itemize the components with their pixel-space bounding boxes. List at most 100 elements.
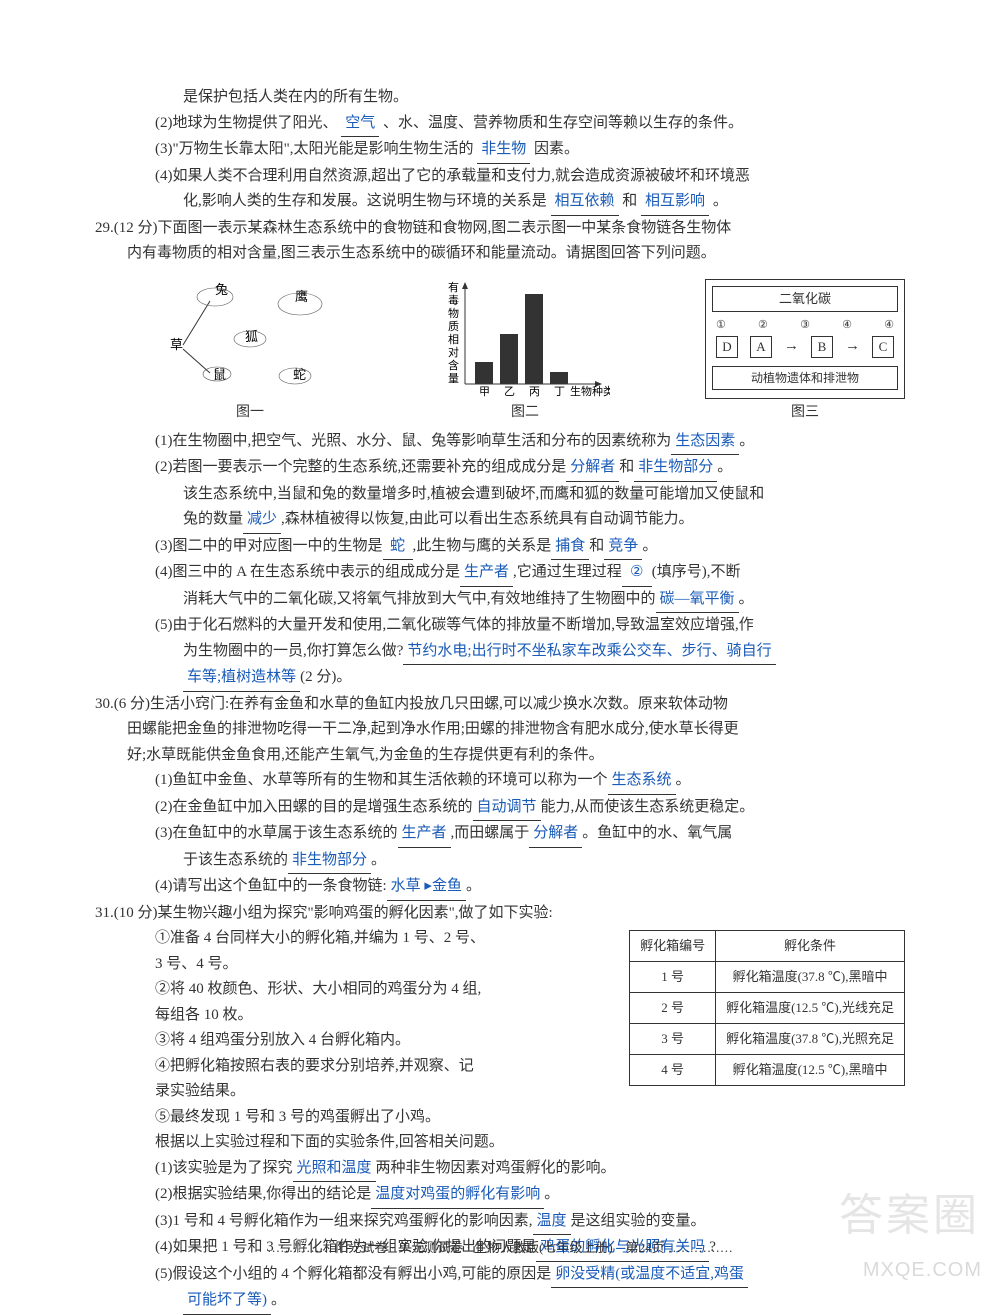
answer: 非生物 — [477, 137, 530, 164]
fig2-caption: 图二 — [511, 401, 539, 425]
cycle-top: 二氧化碳 — [712, 286, 898, 312]
q29-p5b: 为生物圈中的一员,你打算怎么做?节约水电;出行时不坐私家车改乘公交车、步行、骑自… — [95, 639, 905, 666]
svg-text:相: 相 — [448, 333, 459, 346]
q31-s6: 根据以上实验过程和下面的实验条件,回答相关问题。 — [95, 1130, 905, 1156]
q29-p2d: 该生态系统中,当鼠和兔的数量增多时,植被会遭到破坏,而鹰和狐的数量可能增加又使鼠… — [95, 482, 905, 508]
q30-p2: (2)在金鱼缸中加入田螺的目的是增强生态系统的自动调节能力,从而使该生态系统更稳… — [95, 795, 905, 822]
answer: 竞争 — [604, 534, 642, 561]
q31-p5a: (5)假设这个小组的 4 个孵化箱都没有孵出小鸡,可能的原因是卵没受精(或温度不… — [95, 1262, 905, 1289]
svg-text:兔: 兔 — [215, 282, 228, 297]
answer: 非生物部分 — [634, 455, 717, 482]
answer: 蛇 — [383, 534, 413, 561]
answer: 生产者 — [460, 560, 513, 587]
svg-text:毒: 毒 — [448, 294, 459, 307]
cycle-nums: ①②③④④ — [712, 316, 898, 335]
cycle-mid: D A → B → C — [712, 334, 898, 360]
answer: 车等;植树造林等 — [183, 665, 300, 692]
answer: 自动调节 — [473, 795, 541, 822]
answer: 非生物部分 — [288, 848, 371, 875]
q28-line2: (2)地球为生物提供了阳光、 空气 、水、温度、营养物质和生存空间等赖以生存的条… — [95, 111, 905, 138]
answer: 分解者 — [566, 455, 619, 482]
q30-p3d: 于该生态系统的非生物部分。 — [95, 848, 905, 875]
answer: 节约水电;出行时不坐私家车改乘公交车、步行、骑自行 — [403, 639, 775, 666]
q29-head: 29.(12 分)下面图一表示某森林生态系统中的食物链和食物网,图二表示图一中某… — [95, 216, 905, 242]
q29-head2: 内有毒物质的相对含量,图三表示生态系统中的碳循环和能量流动。请据图回答下列问题。 — [95, 241, 905, 267]
svg-text:草: 草 — [170, 337, 183, 352]
q29-p3: (3)图二中的甲对应图一中的生物是蛇,此生物与鹰的关系是捕食和竞争。 — [95, 534, 905, 561]
answer: 可能坏了等) — [183, 1288, 271, 1315]
svg-text:鹰: 鹰 — [295, 289, 308, 304]
answer: ② — [622, 560, 652, 587]
txt: (2)地球为生物提供了阳光、 — [155, 115, 338, 131]
q29-p2e: 兔的数量减少,森林植被得以恢复,由此可以看出生态系统具有自动调节能力。 — [95, 507, 905, 534]
experiment-table: 孵化箱编号孵化条件 1 号孵化箱温度(37.8 ℃),黑暗中 2 号孵化箱温度(… — [629, 930, 905, 1086]
answer: 温度对鸡蛋的孵化有影响 — [371, 1182, 544, 1209]
q28-line3: (3)"万物生长靠太阳",太阳光能是影响生物生活的 非生物 因素。 — [95, 137, 905, 164]
answer: 生产者 — [398, 821, 451, 848]
svg-text:生物种类: 生物种类 — [570, 384, 610, 398]
cycle-box: 二氧化碳 ①②③④④ D A → B → C 动植物遗体和排泄物 — [705, 279, 905, 399]
q31-p2: (2)根据实验结果,你得出的结论是温度对鸡蛋的孵化有影响。 — [95, 1182, 905, 1209]
answer: 相互影响 — [641, 189, 709, 216]
answer: 生态因素 — [671, 429, 739, 456]
q30-head: 30.(6 分)生活小窍门:在养有金鱼和水草的鱼缸内投放几只田螺,可以减少换水次… — [95, 692, 905, 718]
svg-text:量: 量 — [448, 372, 459, 385]
txt: 。 — [713, 193, 728, 209]
q31-p3: (3)1 号和 4 号孵化箱作为一组来探究鸡蛋孵化的影响因素,温度是这组实验的变… — [95, 1209, 905, 1236]
q28-line5: 化,影响人类的生存和发展。这说明生物与环境的关系是 相互依赖 和 相互影响 。 — [95, 189, 905, 216]
fig1-caption: 图一 — [236, 401, 264, 425]
q28-line1: 是保护包括人类在内的所有生物。 — [95, 85, 905, 111]
q30-head2: 田螺能把金鱼的排泄物吃得一干二净,起到净水作用;田螺的排泄物含有肥水成分,使水草… — [95, 717, 905, 743]
q31-head: 31.(10 分)某生物兴趣小组为探究"影响鸡蛋的孵化因素",做了如下实验: — [95, 901, 905, 927]
q31-p5b: 可能坏了等)。 — [95, 1288, 905, 1315]
txt: 因素。 — [534, 141, 579, 157]
bar-svg: 有毒 物质 相对 含量 甲 乙 丙 丁 生物种类 — [440, 279, 610, 399]
svg-text:含: 含 — [448, 358, 459, 372]
answer: 碳—氧平衡 — [656, 587, 739, 614]
q31-s5: ⑤最终发现 1 号和 3 号的鸡蛋孵出了小鸡。 — [95, 1105, 905, 1131]
q29-p5c: 车等;植树造林等(2 分)。 — [95, 665, 905, 692]
answer: 光照和温度 — [293, 1156, 376, 1183]
answer: 生态系统 — [608, 768, 676, 795]
svg-text:甲: 甲 — [479, 386, 490, 398]
q30-p4: (4)请写出这个鱼缸中的一条食物链:水草 ▸金鱼。 — [95, 874, 905, 901]
q29-p5a: (5)由于化石燃料的大量开发和使用,二氧化碳等气体的排放量不断增加,导致温室效应… — [95, 613, 905, 639]
q28-line4: (4)如果人类不合理利用自然资源,超出了它的承载量和支付力,就会造成资源被破坏和… — [95, 164, 905, 190]
q29-p2a: (2)若图一要表示一个完整的生态系统,还需要补充的组成成分是分解者和非生物部分。 — [95, 455, 905, 482]
q30-head3: 好;水草既能供金鱼食用,还能产生氧气,为金鱼的生存提供更有利的条件。 — [95, 743, 905, 769]
txt: 、水、温度、营养物质和生存空间等赖以生存的条件。 — [383, 115, 743, 131]
answer: 相互依赖 — [551, 189, 619, 216]
answer: 空气 — [341, 111, 379, 138]
fig3-caption: 图三 — [791, 401, 819, 425]
figure1-foodweb: 兔 鹰 草 狐 鼠 蛇 图一 — [155, 279, 345, 425]
answer: 减少 — [243, 507, 281, 534]
foodweb-svg: 兔 鹰 草 狐 鼠 蛇 — [155, 279, 345, 399]
answer: 水草 ▸金鱼 — [387, 874, 466, 901]
svg-text:丙: 丙 — [529, 386, 540, 398]
answer: 卵没受精(或温度不适宜,鸡蛋 — [551, 1262, 748, 1289]
q29-p4d: 消耗大气中的二氧化碳,又将氧气排放到大气中,有效地维持了生物圈中的碳—氧平衡。 — [95, 587, 905, 614]
svg-text:对: 对 — [448, 345, 459, 359]
svg-text:有: 有 — [448, 280, 459, 294]
watermark-large: 答案圈 — [839, 1179, 980, 1254]
txt: 化,影响人类的生存和发展。这说明生物与环境的关系是 — [183, 193, 547, 209]
svg-text:物: 物 — [448, 306, 459, 320]
cycle-bottom: 动植物遗体和排泄物 — [712, 366, 898, 390]
answer: 捕食 — [551, 534, 589, 561]
q29-p4a: (4)图三中的 A 在生态系统中表示的组成成分是生产者,它通过生理过程②(填序号… — [95, 560, 905, 587]
q30-p3a: (3)在鱼缸中的水草属于该生态系统的生产者,而田螺属于分解者。鱼缸中的水、氧气属 — [95, 821, 905, 848]
q29-p1: (1)在生物圈中,把空气、光照、水分、鼠、兔等影响草生活和分布的因素统称为生态因… — [95, 429, 905, 456]
answer: 分解者 — [529, 821, 582, 848]
figures-row: 兔 鹰 草 狐 鼠 蛇 图一 有毒 物质 相对 含量 — [155, 275, 905, 425]
svg-text:乙: 乙 — [504, 385, 515, 398]
svg-text:丁: 丁 — [554, 386, 565, 398]
answer: 温度 — [533, 1209, 571, 1236]
txt: 和 — [622, 193, 637, 209]
txt: (3)"万物生长靠太阳",太阳光能是影响生物生活的 — [155, 141, 474, 157]
q31-p1: (1)该实验是为了探究光照和温度两种非生物因素对鸡蛋孵化的影响。 — [95, 1156, 905, 1183]
watermark-url: MXQE.COM — [863, 1253, 982, 1287]
figure2-barchart: 有毒 物质 相对 含量 甲 乙 丙 丁 生物种类 图二 — [440, 279, 610, 425]
svg-text:质: 质 — [448, 320, 459, 333]
q30-p1: (1)鱼缸中金鱼、水草等所有的生物和其生活依赖的环境可以称为一个生态系统。 — [95, 768, 905, 795]
figure3-cycle: 二氧化碳 ①②③④④ D A → B → C 动植物遗体和排泄物 图三 — [705, 279, 905, 425]
